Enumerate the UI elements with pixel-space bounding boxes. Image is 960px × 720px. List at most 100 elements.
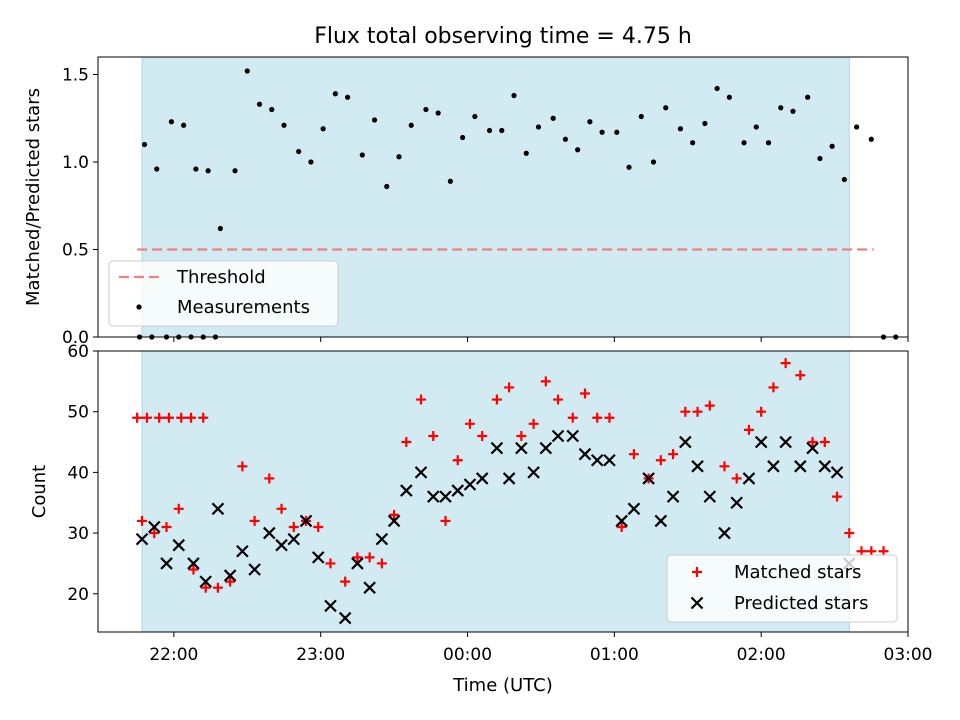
measurement-point <box>154 166 160 172</box>
measurement-point <box>677 126 684 132</box>
matched-star-point <box>198 412 209 423</box>
matched-star-point <box>504 382 515 393</box>
matched-star-point <box>276 503 287 514</box>
matched-star-point <box>807 437 818 448</box>
predicted-star-point <box>794 460 807 473</box>
matched-star-point <box>579 388 590 399</box>
predicted-star-point <box>642 472 655 485</box>
measurement-point <box>714 85 720 92</box>
measurement-point <box>650 159 657 165</box>
predicted-star-point <box>502 472 516 485</box>
measurement-point <box>232 168 238 174</box>
predicted-star-point <box>806 441 819 455</box>
matched-star-point <box>249 515 260 526</box>
measurement-point <box>575 147 581 153</box>
x-axis-label: Time (UTC) <box>452 675 553 696</box>
y-tick-label: 40 <box>67 463 89 483</box>
predicted-star-point <box>338 611 352 625</box>
predicted-star-point <box>275 538 288 552</box>
predicted-star-point <box>414 466 428 479</box>
matched-star-point <box>567 412 578 423</box>
measurement-point <box>829 143 835 149</box>
predicted-star-points <box>135 429 856 625</box>
top-legend-box <box>108 260 339 327</box>
matched-star-point <box>452 455 463 466</box>
predicted-star-point <box>475 472 489 485</box>
measurement-point <box>256 101 263 107</box>
matched-star-point <box>149 528 160 539</box>
matched-star-point <box>795 370 806 381</box>
measurement-point <box>384 183 390 190</box>
predicted-star-point <box>490 441 504 455</box>
matched-stars-legend-swatch <box>692 567 702 577</box>
measurement-point <box>523 150 529 156</box>
predicted-star-point <box>236 545 249 558</box>
x-tick-label: 23:00 <box>296 645 345 665</box>
x-tick-label: 00:00 <box>443 645 492 665</box>
predicted-star-point <box>387 514 401 528</box>
predicted-star-point <box>679 435 692 449</box>
y-tick-label: 20 <box>67 585 89 605</box>
matched-star-point <box>756 406 767 417</box>
matched-star-point <box>477 430 488 441</box>
predicted-star-point <box>463 478 477 491</box>
measurement-point <box>332 91 338 97</box>
measurement-point <box>765 140 772 146</box>
matched-star-point <box>604 412 615 423</box>
matched-star-point <box>225 576 236 587</box>
measurement-point <box>562 136 569 142</box>
predicted-star-point <box>590 453 604 467</box>
predicted-star-point <box>451 484 465 497</box>
top-x-axis-ticks <box>173 337 909 342</box>
matched-star-point <box>516 430 527 441</box>
bottom-y-axis-label: Count <box>29 465 50 518</box>
measurement-point <box>320 126 326 132</box>
y-tick-label: 0.5 <box>62 241 89 261</box>
matched-star-point <box>553 394 564 405</box>
predicted-star-point <box>426 490 440 503</box>
predicted-star-point <box>627 502 641 516</box>
measurement-point <box>308 159 314 165</box>
bottom-axes-frame <box>97 350 909 633</box>
y-tick-label: 0.0 <box>62 328 89 348</box>
measurement-point <box>499 127 505 134</box>
measurement-point <box>790 108 796 114</box>
measurement-point <box>486 127 493 134</box>
predicted-star-point <box>199 575 212 588</box>
matched-star-point <box>264 473 275 484</box>
matched-star-point <box>540 376 551 387</box>
predicted-star-point <box>135 532 149 546</box>
matched-star-point <box>212 582 223 593</box>
measurement-point <box>193 166 199 172</box>
measurement-point <box>726 94 732 100</box>
x-tick-label: 02:00 <box>737 645 786 665</box>
measurement-point <box>217 225 223 232</box>
matched-star-point <box>288 522 299 533</box>
measurement-point <box>511 92 517 99</box>
measurement-point <box>396 154 402 160</box>
measurement-point <box>550 115 556 121</box>
measurement-point <box>281 122 287 128</box>
matched-star-point <box>668 449 679 460</box>
predicted-star-point <box>211 502 225 516</box>
predicted-stars-legend-label: Predicted stars <box>734 593 868 614</box>
predicted-star-point <box>603 453 616 467</box>
matched-star-point <box>704 400 715 411</box>
measurements-legend-label: Measurements <box>177 297 310 318</box>
matched-star-point <box>464 418 475 429</box>
top-y-axis-label: Matched/Predicted stars <box>23 88 44 306</box>
predicted-star-point <box>263 526 276 540</box>
measurement-point <box>205 168 211 174</box>
predicted-star-point <box>375 532 389 546</box>
y-tick-label: 30 <box>67 524 89 544</box>
matched-star-point <box>161 522 172 533</box>
measurement-point <box>435 110 441 116</box>
matched-star-point <box>528 418 539 429</box>
measurement-point <box>587 119 593 125</box>
bottom-x-axis-ticks: 22:00 23:00 00:00 01:00 02:00 03:00 <box>149 632 933 665</box>
matched-star-point <box>719 461 730 472</box>
predicted-star-point <box>439 490 452 503</box>
measurement-point <box>141 141 148 148</box>
predicted-star-point <box>742 472 756 485</box>
